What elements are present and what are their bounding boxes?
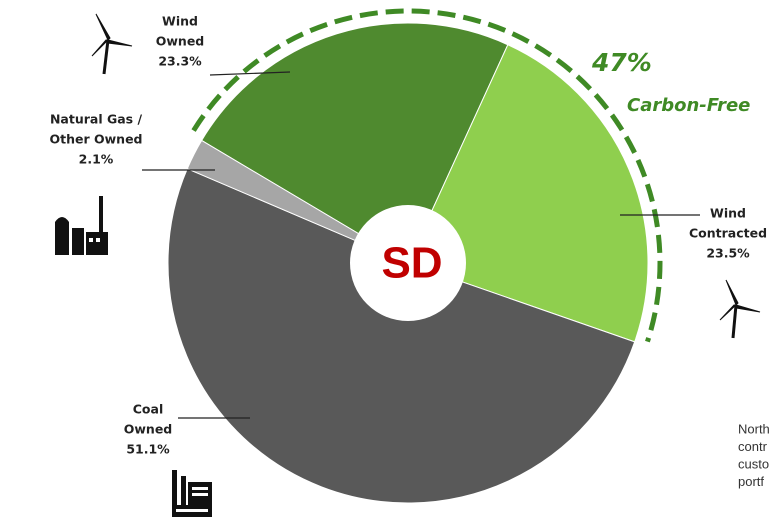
slice-label: Contracted [689, 226, 767, 241]
slice-label: Natural Gas / [50, 112, 142, 127]
slice-label: Owned [156, 34, 205, 49]
slice [407, 44, 649, 343]
note-line: North [738, 421, 770, 436]
side-note: North contr custo portf [738, 421, 770, 489]
annotation-value: 47% [591, 48, 652, 77]
center-label: SD [381, 239, 442, 288]
slices [167, 8, 663, 504]
value-label: 23.5% [706, 246, 750, 261]
slice [186, 139, 409, 264]
slice-label: Wind [710, 206, 746, 221]
wind-icon [91, 13, 133, 75]
annotation-label: Carbon-Free [627, 95, 750, 116]
wind-icon [719, 279, 761, 339]
labels: Wind Owned 23.3% Wind Contracted 23.5% Coal Own… [50, 14, 768, 457]
slice [200, 22, 509, 264]
gas-plant-icon [55, 196, 108, 255]
note-line: custo [738, 456, 769, 471]
coal-plant-icon [172, 470, 212, 517]
slice-label: Wind [162, 14, 198, 29]
note-line: portf [738, 474, 764, 489]
value-label: 2.1% [79, 152, 114, 167]
slice-label: Coal [133, 402, 163, 417]
center-hole [350, 205, 466, 321]
leader-line [209, 71, 291, 76]
slice-label: Owned [124, 422, 173, 437]
note-line: contr [738, 439, 768, 454]
carbon-free-arc [191, 8, 663, 343]
slice-label: Other Owned [50, 132, 143, 147]
value-label: 23.3% [158, 54, 202, 69]
value-label: 51.1% [126, 442, 170, 457]
slice [167, 168, 636, 504]
